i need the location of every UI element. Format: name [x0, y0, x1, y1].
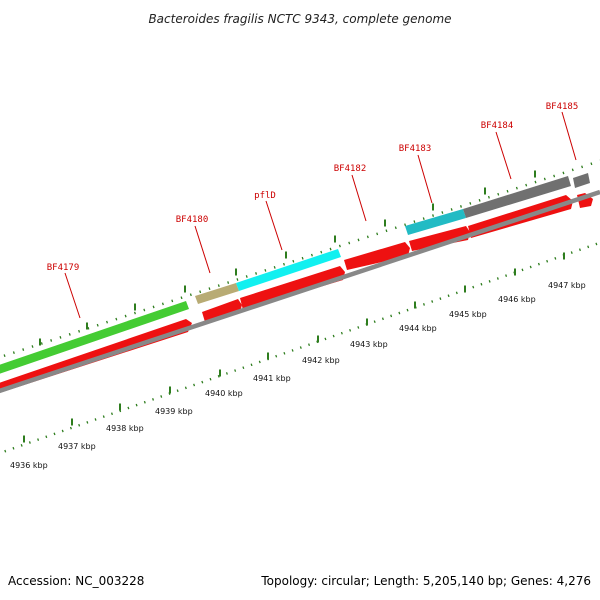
kbp-tick-label: 4942 kbp	[302, 356, 340, 365]
gene-bf4185	[573, 173, 590, 188]
gene-leader-line	[351, 174, 367, 222]
gene-leader-line	[64, 272, 81, 319]
kbp-tick-label: 4939 kbp	[155, 407, 193, 416]
outer-major-ticks	[39, 170, 536, 346]
kbp-tick-label: 4943 kbp	[350, 340, 388, 349]
gene-bf4184	[463, 176, 571, 218]
map-title: Bacteroides fragilis NCTC 9343, complete…	[148, 12, 451, 26]
gene-leader-line	[495, 131, 512, 180]
kbp-tick-label: 4937 kbp	[58, 442, 96, 451]
scale-major-ticks	[23, 252, 565, 443]
genome-backbone	[0, 189, 600, 394]
gene-bf4180	[195, 283, 239, 304]
cds-arrow	[202, 299, 242, 322]
gene-label: pflD	[254, 191, 276, 201]
genome-summary-text: Topology: circular; Length: 5,205,140 bp…	[260, 574, 591, 588]
gene-bf4179	[0, 301, 189, 374]
outer-tick-track	[0, 159, 600, 359]
gene-leader-line	[265, 200, 283, 251]
gene-label: BF4179	[47, 263, 80, 273]
forward-strand-genes	[0, 173, 590, 374]
scale-track: 4936 kbp 4937 kbp 4938 kbp 4939 kbp 4940 kbp…	[0, 241, 600, 470]
gene-label: BF4183	[399, 144, 432, 154]
gene-leader-line	[561, 111, 577, 161]
gene-labels: BF4179 BF4180 pflD BF4182 BF4183 BF4184 BF4185	[47, 102, 579, 319]
kbp-tick-label: 4944 kbp	[399, 324, 437, 333]
gene-leader-line	[194, 225, 211, 274]
cds-arrow	[344, 242, 410, 270]
kbp-tick-label: 4945 kbp	[449, 310, 487, 319]
kbp-tick-label: 4941 kbp	[253, 374, 291, 383]
scale-dotted-line	[0, 241, 600, 455]
scale-labels: 4936 kbp 4937 kbp 4938 kbp 4939 kbp 4940 kbp…	[10, 281, 586, 470]
kbp-tick-label: 4940 kbp	[205, 389, 243, 398]
cds-arrow	[409, 226, 470, 251]
kbp-tick-label: 4947 kbp	[548, 281, 586, 290]
cds-arrow	[240, 266, 345, 310]
gene-label: BF4185	[546, 102, 579, 112]
kbp-tick-label: 4946 kbp	[498, 295, 536, 304]
gene-pfld	[236, 249, 341, 291]
gene-label: BF4182	[334, 164, 367, 174]
kbp-tick-label: 4938 kbp	[106, 424, 144, 433]
accession-text: Accession: NC_003228	[8, 574, 144, 588]
kbp-tick-label: 4936 kbp	[10, 461, 48, 470]
gene-label: BF4180	[176, 215, 209, 225]
gene-leader-line	[417, 154, 433, 204]
gene-label: BF4184	[481, 121, 514, 131]
gene-bf4183	[405, 209, 466, 235]
outer-tick-dotted-line	[0, 159, 600, 359]
